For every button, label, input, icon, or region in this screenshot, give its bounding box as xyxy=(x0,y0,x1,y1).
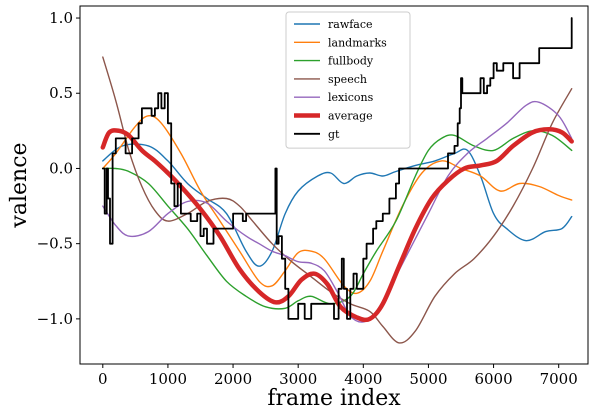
y-axis-title: valence xyxy=(7,142,32,228)
x-tick-label: 7000 xyxy=(540,370,578,388)
x-tick-label: 2000 xyxy=(214,370,252,388)
y-tick-label: 0.0 xyxy=(49,159,73,177)
y-tick-label: 1.0 xyxy=(49,9,73,27)
x-axis-title: frame index xyxy=(267,386,401,411)
series-line-speech xyxy=(102,56,573,344)
legend-label-gt: gt xyxy=(328,128,340,141)
series-layer xyxy=(100,17,574,344)
x-tick-label: 1000 xyxy=(149,370,187,388)
series-line-landmarks xyxy=(102,115,573,295)
legend-label-fullbody: fullbody xyxy=(328,55,374,68)
x-tick-label: 0 xyxy=(98,370,108,388)
series-line-lexicons xyxy=(102,100,573,323)
legend-label-rawface: rawface xyxy=(328,18,373,31)
x-tick-label: 3000 xyxy=(279,370,317,388)
x-tick-label: 5000 xyxy=(409,370,447,388)
y-tick-label: 0.5 xyxy=(49,84,73,102)
series-line-gt xyxy=(101,17,573,320)
x-axis: 0 1000 2000 3000 4000 5000 6000 7000 xyxy=(98,364,578,388)
x-tick-label: 4000 xyxy=(344,370,382,388)
y-tick-label: −0.5 xyxy=(37,235,73,253)
series-line-average xyxy=(100,127,574,323)
legend-label-lexicons: lexicons xyxy=(328,91,374,104)
legend: rawface landmarks fullbody speech lexicons av… xyxy=(285,11,411,149)
plot-frame xyxy=(79,5,589,365)
y-tick-label: −1.0 xyxy=(37,310,73,328)
legend-label-landmarks: landmarks xyxy=(328,36,387,49)
legend-label-average: average xyxy=(328,110,373,123)
legend-label-speech: speech xyxy=(328,73,367,86)
x-tick-label: 6000 xyxy=(474,370,512,388)
series-line-rawface xyxy=(102,143,573,267)
series-line-fullbody xyxy=(102,130,573,310)
y-axis: −1.0 −0.5 0.0 0.5 1.0 xyxy=(37,9,80,328)
